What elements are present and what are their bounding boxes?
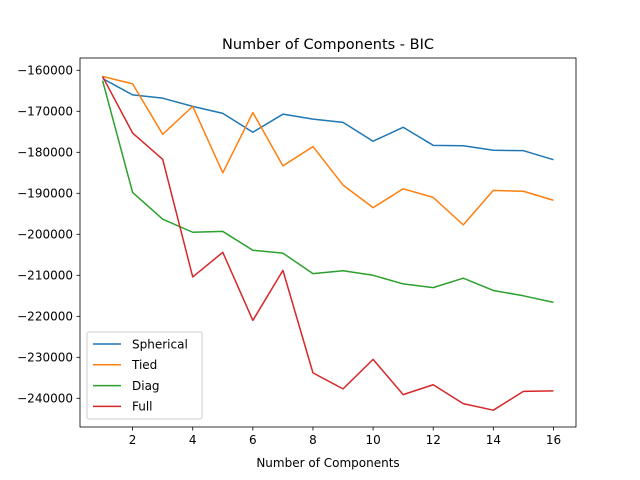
- y-tick-label: −230000: [17, 351, 73, 365]
- y-tick-label: −240000: [17, 392, 73, 406]
- legend-label-spherical: Spherical: [132, 337, 188, 351]
- x-axis-label: Number of Components: [256, 456, 399, 470]
- series-line-diag: [101, 80, 554, 304]
- x-tick-label: 16: [546, 433, 561, 447]
- legend-label-tied: Tied: [131, 358, 157, 372]
- chart-title: Number of Components - BIC: [222, 37, 434, 53]
- axes-frame: [79, 57, 577, 428]
- x-tick-label: 8: [309, 433, 317, 447]
- series-line-tied: [102, 75, 554, 226]
- series-line-full: [101, 76, 554, 411]
- legend-box: [86, 331, 203, 420]
- legend-label-diag: Diag: [132, 379, 160, 393]
- x-tick-label: 12: [426, 433, 441, 447]
- legend-label-full: Full: [132, 400, 153, 414]
- x-tick-label: 10: [365, 433, 380, 447]
- y-tick-label: −160000: [17, 64, 73, 78]
- y-tick-label: −210000: [17, 269, 73, 283]
- y-tick-label: −200000: [17, 228, 73, 242]
- plot-area: 2 4 6 8 10 12 14 16 −160000 −170000 −180000 −190000…: [17, 57, 577, 447]
- series-line-spherical: [102, 77, 554, 161]
- y-tick-label: −170000: [17, 105, 73, 119]
- y-tick-label: −220000: [17, 310, 73, 324]
- x-tick-label: 6: [249, 433, 257, 447]
- x-tick-label: 4: [189, 433, 197, 447]
- y-tick-label: −190000: [17, 187, 73, 201]
- x-tick-label: 2: [129, 433, 137, 447]
- x-tick-label: 14: [486, 433, 501, 447]
- legend: Spherical Tied Diag Full: [86, 331, 203, 420]
- y-tick-label: −180000: [17, 146, 73, 160]
